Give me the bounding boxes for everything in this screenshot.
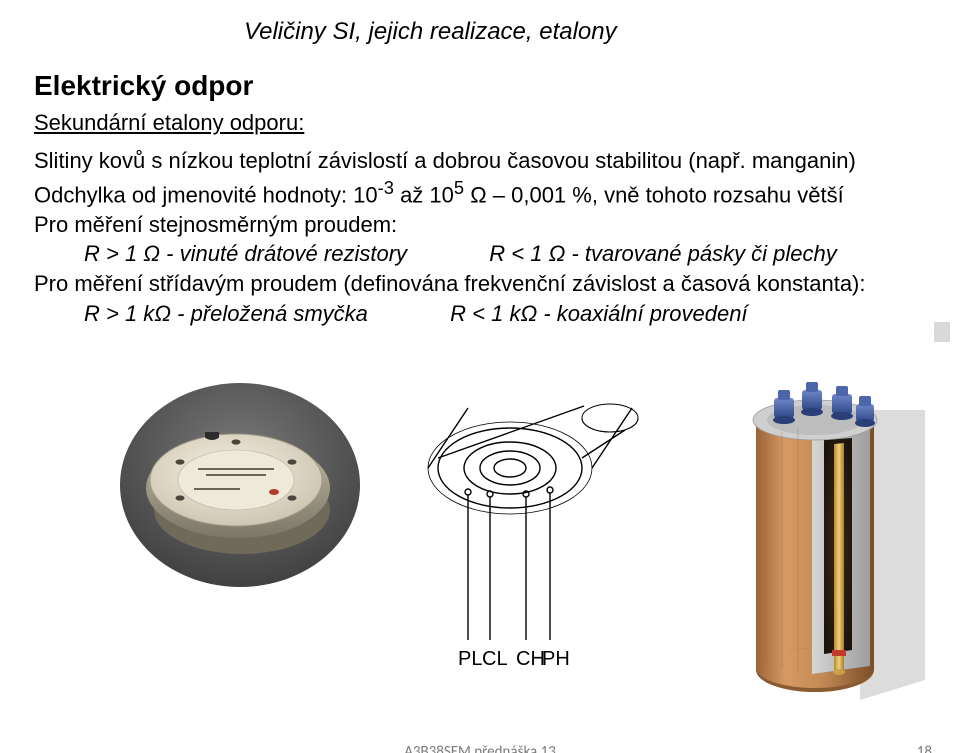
line-2-sup2: 5 [454, 177, 464, 198]
footer-center: A3B38SEM přednáška 13 [0, 743, 960, 753]
section-heading: Elektrický odpor [34, 70, 926, 102]
coaxial-render [700, 350, 930, 710]
section-subheading: Sekundární etalony odporu: [34, 110, 926, 136]
line-2-sup1: -3 [378, 177, 394, 198]
line-1: Slitiny kovů s nízkou teplotní závislost… [34, 146, 926, 176]
line-4a-left: R > 1 kΩ - přeložená smyčka [84, 301, 368, 326]
page-super-title: Veličiny SI, jejich realizace, etalony [244, 18, 617, 46]
label-ch: CH [516, 648, 545, 670]
line-4a-right: R < 1 kΩ - koaxiální provedení [450, 301, 747, 326]
line-4-indent: R > 1 kΩ - přeložená smyčka R < 1 kΩ - k… [84, 299, 926, 329]
line-2: Odchylka od jmenovité hodnoty: 10-3 až 1… [34, 176, 926, 210]
line-3: Pro měření stejnosměrným proudem: [34, 210, 926, 240]
line-3-indent: R > 1 Ω - vinuté drátové rezistory R < 1… [84, 239, 926, 269]
resistor-photo [120, 380, 360, 590]
gray-cap [934, 322, 950, 342]
line-2a: Odchylka od jmenovité hodnoty: 10 [34, 182, 378, 207]
line-2b: až 10 [394, 182, 454, 207]
line-2c: Ω – 0,001 %, vně tohoto rozsahu větší [464, 182, 844, 207]
label-cl: CL [482, 648, 508, 670]
line-4: Pro měření střídavým proudem (definována… [34, 269, 926, 299]
line-3a-left: R > 1 Ω - vinuté drátové rezistory [84, 241, 407, 266]
figures-area: PL CL CH PH [0, 350, 960, 710]
body-text: Slitiny kovů s nízkou teplotní závislost… [34, 146, 926, 328]
label-ph: PH [542, 648, 570, 670]
coaxial-diagram: PL CL CH PH [420, 390, 650, 700]
line-3a-right: R < 1 Ω - tvarované pásky či plechy [489, 241, 837, 266]
label-pl: PL [458, 648, 482, 670]
footer-page-number: 18 [917, 743, 932, 753]
